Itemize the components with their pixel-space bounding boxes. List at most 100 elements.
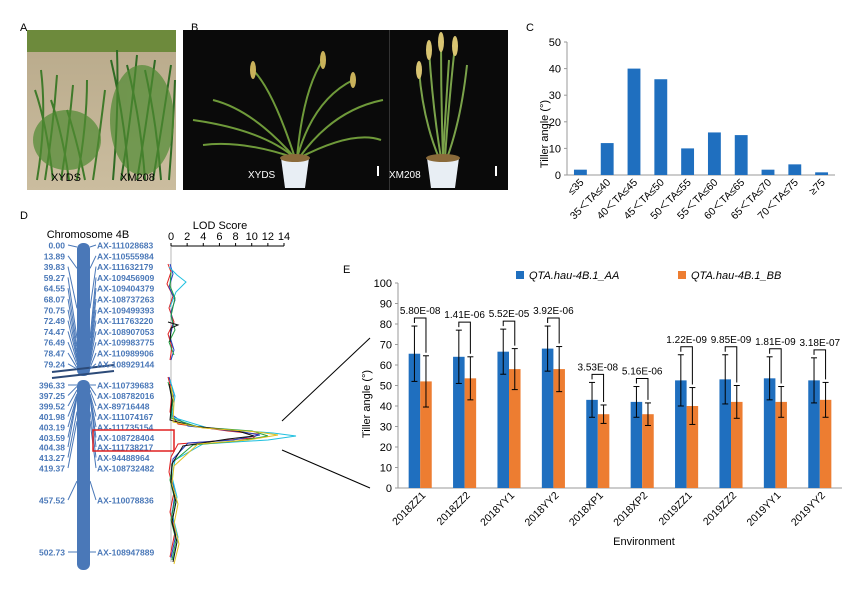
chart-c-ytick-label: 30	[549, 90, 561, 102]
connector-lower	[281, 449, 371, 489]
marker-connector-left	[67, 480, 78, 501]
chart-e-ytick-label: 90	[380, 299, 392, 311]
marker-connector-left	[67, 421, 78, 469]
chart-e-significance-bracket	[458, 321, 471, 354]
chart-e-category-label: 2018YY1	[478, 490, 517, 529]
chart-e-significance-bracket	[547, 317, 560, 344]
marker-position: 78.47	[44, 349, 66, 359]
chart-e-bar-aa	[497, 351, 509, 488]
chart-c-bar	[707, 132, 721, 175]
marker-position: 413.27	[39, 453, 65, 463]
chart-e-bar-aa	[408, 353, 421, 488]
marker-name: AX-94488964	[97, 453, 150, 463]
legend-label-aa: QTA.hau-4B.1_AA	[529, 270, 619, 282]
chromosome-title: Chromosome 4B	[47, 229, 130, 241]
marker-name: AX-108947889	[97, 548, 154, 558]
marker-connector-right	[89, 363, 97, 370]
marker-name: AX-111028683	[97, 241, 154, 251]
chart-e-pvalue-label: 3.92E-06	[533, 306, 574, 317]
legend-swatch-aa	[516, 271, 524, 279]
pot-label-xyds: XYDS	[248, 170, 276, 181]
marker-connector-right	[89, 277, 97, 339]
marker-name: AX-108732482	[97, 464, 154, 474]
chart-e-bar-aa	[630, 401, 643, 488]
panel-label-e: E	[343, 264, 351, 276]
marker-connector-right	[89, 266, 97, 309]
chart-e-ytick-label: 100	[374, 278, 392, 290]
marker-position: 64.55	[44, 284, 66, 294]
marker-connector-right	[89, 386, 97, 396]
marker-position: 419.37	[39, 464, 65, 474]
chart-e-pvalue-label: 5.80E-08	[400, 306, 441, 317]
marker-position: 457.52	[39, 496, 65, 506]
chart-e-bar-aa	[675, 380, 687, 488]
marker-name: AX-109456909	[97, 273, 154, 283]
legend-swatch-bb	[678, 271, 686, 279]
marker-name: AX-110989906	[97, 349, 154, 359]
lod-tick-label: 12	[262, 231, 274, 243]
marker-connector-right	[89, 244, 97, 248]
marker-connector-left	[67, 244, 78, 248]
chart-e-significance-bracket	[769, 348, 782, 384]
chart-c-bar	[761, 169, 775, 175]
field-label-xyds: XYDS	[51, 172, 81, 184]
chart-e-category-label: 2018YY2	[522, 490, 561, 529]
marker-name: AX-111074167	[97, 412, 154, 422]
marker-position: 399.52	[39, 402, 65, 412]
marker-connector-right	[89, 309, 97, 356]
marker-position: 70.75	[44, 305, 66, 315]
lod-tick-label: 0	[168, 231, 174, 243]
marker-connector-right	[89, 298, 97, 352]
chart-c-bar	[815, 172, 829, 175]
potted-plants-photo: XYDS XM208	[183, 30, 508, 190]
chart-e-category-label: 2018ZZ1	[390, 490, 428, 528]
chart-e-pvalue-label: 1.41E-06	[444, 310, 485, 321]
chart-e-pvalue-label: 9.85E-09	[711, 335, 752, 346]
field-label-xm208: XM208	[120, 172, 155, 184]
chart-e-significance-bracket	[635, 378, 649, 400]
marker-position: 39.83	[44, 262, 66, 272]
lod-tick-label: 6	[216, 231, 222, 243]
chart-e-bar-aa	[586, 399, 598, 488]
chart-e-bar-bb	[642, 414, 654, 488]
qtl-highlight-box	[92, 429, 175, 452]
marker-name: AX-108929144	[97, 359, 154, 369]
lod-tick-label: 10	[246, 231, 258, 243]
marker-connector-left	[67, 389, 78, 407]
marker-connector-right	[89, 331, 97, 362]
marker-name: AX-110739683	[97, 381, 154, 391]
chart-c-bar	[681, 148, 695, 175]
chart-e-ytick-label: 80	[380, 319, 392, 331]
pot-label-xm208: XM208	[389, 170, 421, 181]
chart-c-ytick-label: 0	[555, 170, 561, 182]
chart-e-category-label: 2018XP1	[567, 490, 606, 529]
marker-connector-right	[89, 255, 97, 269]
chart-e-bar-bb	[464, 378, 477, 488]
panel-label-c: C	[526, 22, 534, 34]
lod-tick-label: 8	[233, 231, 239, 243]
lod-tick-label: 14	[278, 231, 290, 243]
chart-e-pvalue-label: 1.22E-09	[666, 335, 707, 346]
marker-name: AX-111632179	[97, 262, 154, 272]
marker-connector-left	[67, 363, 78, 370]
marker-connector-left	[67, 393, 78, 417]
marker-connector-left	[67, 277, 78, 339]
chromosome-break-mark	[51, 364, 115, 379]
chart-e-bar-bb	[597, 414, 610, 488]
chart-e-bar-bb	[819, 399, 832, 488]
chart-e-bar-aa	[719, 379, 731, 488]
marker-name: AX-108907053	[97, 327, 154, 337]
marker-position: 76.49	[44, 338, 66, 348]
panel-label-a: A	[20, 22, 28, 34]
chart-c-bar	[573, 169, 587, 175]
chart-c-bar	[627, 68, 641, 175]
lod-score-title: LOD Score	[193, 220, 247, 232]
marker-name: AX-110555984	[97, 251, 154, 261]
chart-e-significance-bracket	[413, 317, 427, 353]
chromosome-upper-segment	[77, 243, 90, 376]
chart-c-category-label: ≥75	[807, 177, 828, 198]
chart-c-ytick-label: 10	[549, 143, 561, 155]
chart-e-category-label: 2018XP2	[611, 490, 650, 529]
chart-e-significance-bracket	[502, 320, 516, 346]
chart-c-ylabel: Tiller angle (°)	[539, 100, 551, 168]
